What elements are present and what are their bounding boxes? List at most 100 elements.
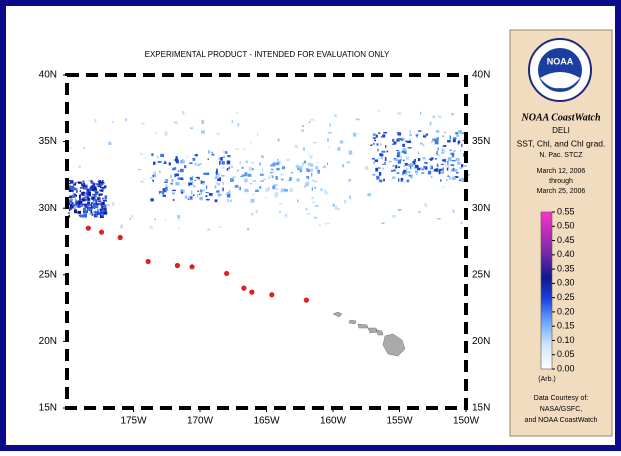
chl-pixel [319, 224, 320, 226]
chl-pixel [79, 215, 80, 216]
chl-pixel [456, 134, 459, 137]
chl-pixel [396, 150, 399, 151]
chl-pixel [78, 182, 82, 184]
chl-pixel [381, 157, 383, 159]
chl-pixel [279, 211, 281, 213]
date-end: March 25, 2006 [537, 188, 586, 195]
chl-pixel [436, 130, 440, 133]
chl-pixel [222, 182, 224, 184]
chl-pixel [443, 167, 444, 170]
chl-pixel [379, 153, 382, 156]
chl-pixel [108, 142, 111, 145]
chl-pixel [389, 161, 392, 163]
chl-pixel [81, 192, 83, 195]
x-tick-label: 175W [120, 416, 147, 427]
chl-pixel [250, 183, 251, 184]
chl-pixel [93, 201, 95, 203]
chl-pixel [201, 180, 202, 184]
chl-pixel [83, 147, 86, 150]
chl-pixel [150, 198, 153, 201]
chl-pixel [185, 196, 187, 199]
chl-pixel [178, 220, 180, 221]
credit: Data Courtesy of: [534, 395, 589, 402]
chl-pixel [222, 161, 225, 165]
chl-pixel [456, 158, 460, 161]
chl-pixel [231, 166, 233, 169]
chl-pixel [199, 197, 203, 201]
colorbar-label: 0.50 [557, 221, 575, 231]
station-point [304, 298, 309, 303]
chl-pixel [382, 134, 385, 137]
chl-pixel [189, 162, 192, 164]
chl-pixel [402, 151, 406, 153]
chl-pixel [344, 200, 346, 203]
chl-pixel [296, 165, 299, 168]
chl-pixel [250, 142, 251, 145]
chl-pixel [260, 163, 261, 166]
chl-pixel [304, 186, 306, 188]
product: SST, Chl, and Chl grad. [517, 138, 606, 148]
chl-pixel [159, 191, 162, 193]
chl-pixel [260, 174, 264, 176]
chl-pixel [394, 170, 396, 172]
chl-pixel [381, 151, 385, 153]
chl-pixel [236, 112, 238, 113]
chl-pixel [441, 164, 444, 165]
chl-pixel [102, 202, 105, 205]
chl-pixel [395, 159, 399, 161]
chl-pixel [439, 155, 441, 157]
chl-pixel [74, 188, 78, 190]
chl-pixel [323, 166, 327, 169]
chl-pixel [84, 210, 87, 213]
chl-pixel [414, 166, 415, 169]
chl-pixel [86, 192, 89, 195]
colorbar-label: 0.55 [557, 206, 575, 216]
chl-pixel [248, 174, 252, 177]
chl-pixel [443, 186, 445, 188]
chl-pixel [76, 182, 78, 183]
chl-pixel [245, 161, 248, 163]
chl-pixel [206, 186, 207, 189]
chl-pixel [328, 132, 332, 133]
chl-pixel [315, 166, 318, 169]
chl-pixel [415, 170, 418, 173]
chl-pixel [416, 174, 418, 175]
chl-pixel [186, 156, 189, 157]
chl-pixel [189, 195, 190, 198]
chl-pixel [275, 176, 277, 179]
y-tick-label: 25N [472, 269, 490, 280]
units: (Arb.) [538, 376, 556, 383]
chl-pixel [460, 222, 463, 224]
chl-pixel [458, 177, 460, 178]
chl-pixel [333, 204, 335, 207]
chl-pixel [121, 225, 123, 229]
chl-pixel [313, 142, 317, 143]
chl-pixel [222, 167, 225, 169]
chl-pixel [218, 174, 220, 178]
chl-pixel [190, 196, 193, 200]
chl-pixel [375, 168, 378, 172]
chl-pixel [376, 143, 378, 145]
chl-pixel [397, 132, 401, 134]
chl-pixel [100, 199, 101, 201]
chl-pixel [418, 130, 421, 131]
chl-pixel [398, 166, 400, 168]
chl-pixel [409, 175, 412, 177]
chl-pixel [165, 219, 166, 221]
chl-pixel [214, 178, 217, 179]
chl-pixel [249, 167, 252, 171]
chl-pixel [201, 120, 204, 124]
chl-pixel [450, 136, 451, 140]
chl-pixel [396, 172, 399, 174]
chl-pixel [227, 199, 228, 202]
chl-pixel [452, 177, 456, 180]
chl-pixel [447, 140, 451, 142]
chl-pixel [453, 137, 456, 139]
chl-pixel [300, 169, 302, 172]
chl-pixel [103, 200, 106, 202]
chl-pixel [69, 199, 73, 200]
chl-pixel [373, 143, 375, 145]
chl-pixel [221, 175, 224, 177]
credit: and NOAA CoastWatch [525, 417, 598, 424]
chl-pixel [156, 132, 157, 135]
